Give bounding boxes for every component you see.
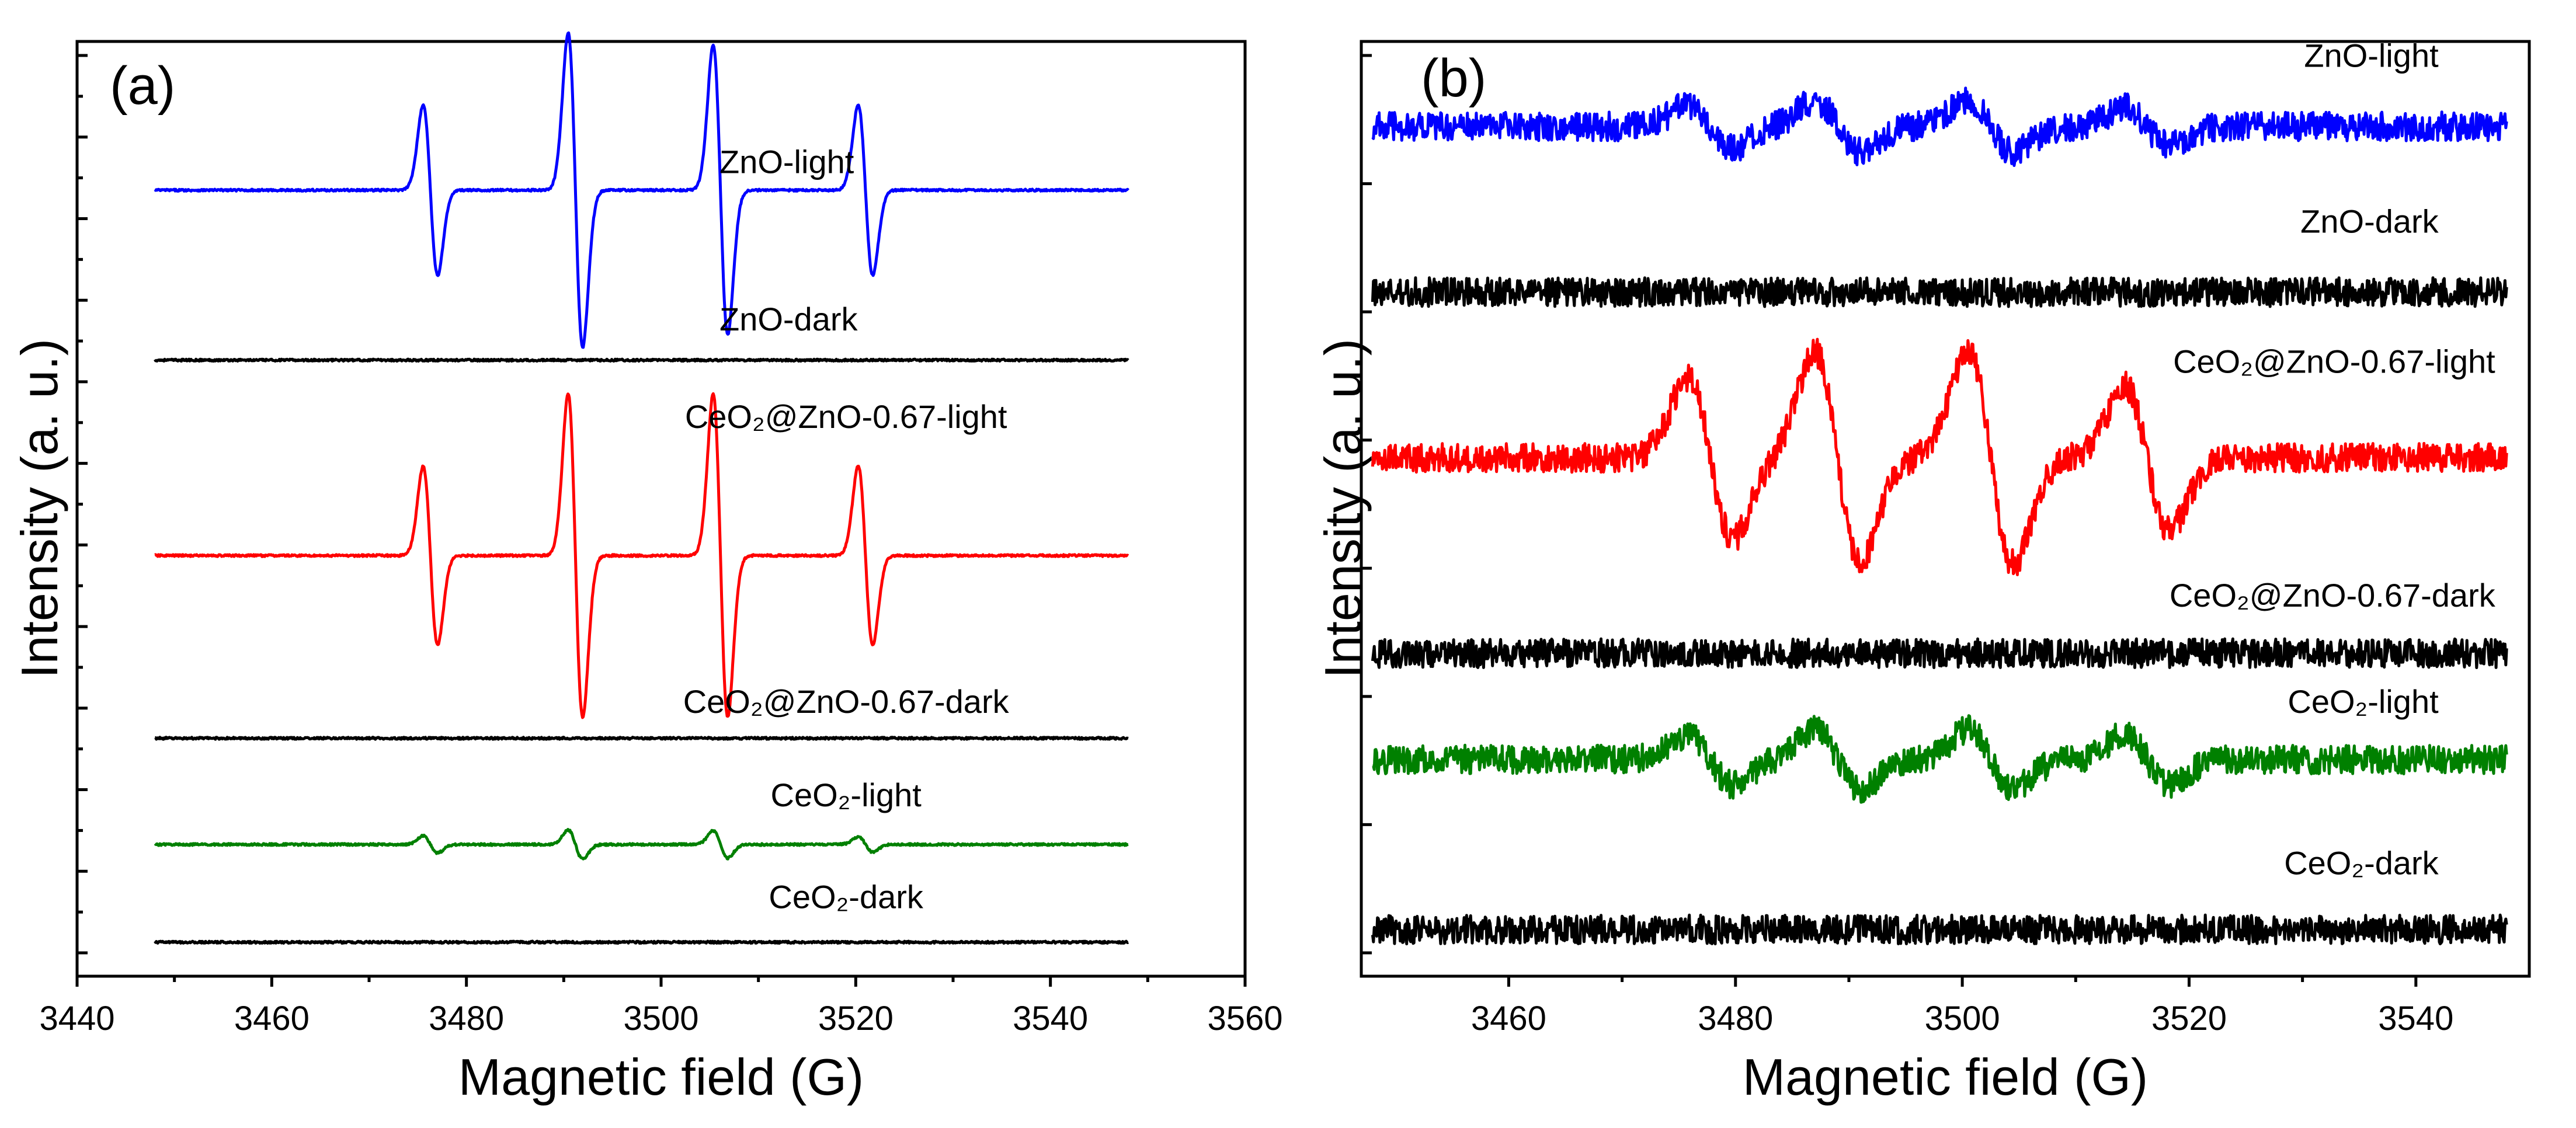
x-tick-label: 3440 xyxy=(39,1000,114,1038)
series-line xyxy=(154,357,1129,363)
x-tick-label: 3540 xyxy=(2378,1000,2453,1038)
series-label: CeO₂-dark xyxy=(769,879,923,915)
x-tick-label: 3520 xyxy=(2151,1000,2227,1038)
panel-b-ylabel: Intensity (a. u.) xyxy=(1314,339,1372,678)
series-line xyxy=(1371,337,2508,576)
panel-b-ticks: 3460 3480 3500 3520 3540 xyxy=(1361,54,2453,1038)
series-line xyxy=(154,939,1129,945)
panel-a-ylabel: Intensity (a. u.) xyxy=(11,339,68,678)
x-tick-label: 3540 xyxy=(1013,1000,1088,1038)
series-line xyxy=(1372,714,2508,804)
panel-b-label: (b) xyxy=(1421,48,1486,108)
panel-b-series-labels: ZnO-light ZnO-dark CeO₂@ZnO-0.67-light CeO₂… xyxy=(2170,37,2496,882)
x-tick-label: 3480 xyxy=(1698,1000,1773,1038)
series-label: CeO₂-dark xyxy=(2284,844,2439,881)
panel-a-xlabel: Magnetic field (G) xyxy=(458,1048,864,1106)
panel-b-frame xyxy=(1360,40,2531,978)
x-tick-label: 3520 xyxy=(818,1000,894,1038)
series-label: CeO₂@ZnO-0.67-light xyxy=(2173,343,2495,380)
series-line xyxy=(154,736,1129,741)
series-label: CeO₂@ZnO-0.67-dark xyxy=(2170,577,2496,614)
panel-a-ticks: 3440 3460 3480 3500 3520 3540 3560 xyxy=(39,54,1283,1038)
panel-b-traces xyxy=(1371,86,2508,946)
series-label: CeO₂@ZnO-0.67-dark xyxy=(683,683,1010,720)
series-label: ZnO-light xyxy=(2304,37,2439,74)
x-tick-label: 3460 xyxy=(234,1000,310,1038)
series-label: CeO₂-light xyxy=(771,777,922,813)
series-label: CeO₂-light xyxy=(2288,683,2439,720)
series-label: CeO₂@ZnO-0.67-light xyxy=(685,398,1007,435)
panel-a: (a) Magnetic field (G) Intensity (a. u.)… xyxy=(11,31,1283,1106)
panel-b-xlabel: Magnetic field (G) xyxy=(1743,1048,2148,1106)
series-line xyxy=(1371,276,2508,308)
series-line xyxy=(1371,86,2508,167)
x-tick-label: 3560 xyxy=(1207,1000,1282,1038)
series-label: ZnO-dark xyxy=(719,301,858,337)
series-line xyxy=(1371,637,2508,669)
panel-a-frame xyxy=(75,40,1247,978)
x-tick-label: 3500 xyxy=(623,1000,698,1038)
panel-b: (b) Magnetic field (G) Intensity (a. u.)… xyxy=(1314,37,2531,1106)
panel-a-series-labels: ZnO-light ZnO-dark CeO₂@ZnO-0.67-light CeO₂… xyxy=(683,144,1010,915)
series-line xyxy=(154,31,1129,349)
series-line xyxy=(154,392,1129,719)
x-tick-label: 3460 xyxy=(1471,1000,1546,1038)
x-tick-label: 3500 xyxy=(1925,1000,2000,1038)
series-line xyxy=(1371,913,2508,946)
panel-a-traces xyxy=(154,31,1129,945)
x-tick-label: 3480 xyxy=(429,1000,504,1038)
panel-a-label: (a) xyxy=(110,56,175,116)
series-label: ZnO-light xyxy=(719,144,854,180)
series-label: ZnO-dark xyxy=(2300,203,2439,239)
series-line xyxy=(154,828,1129,861)
